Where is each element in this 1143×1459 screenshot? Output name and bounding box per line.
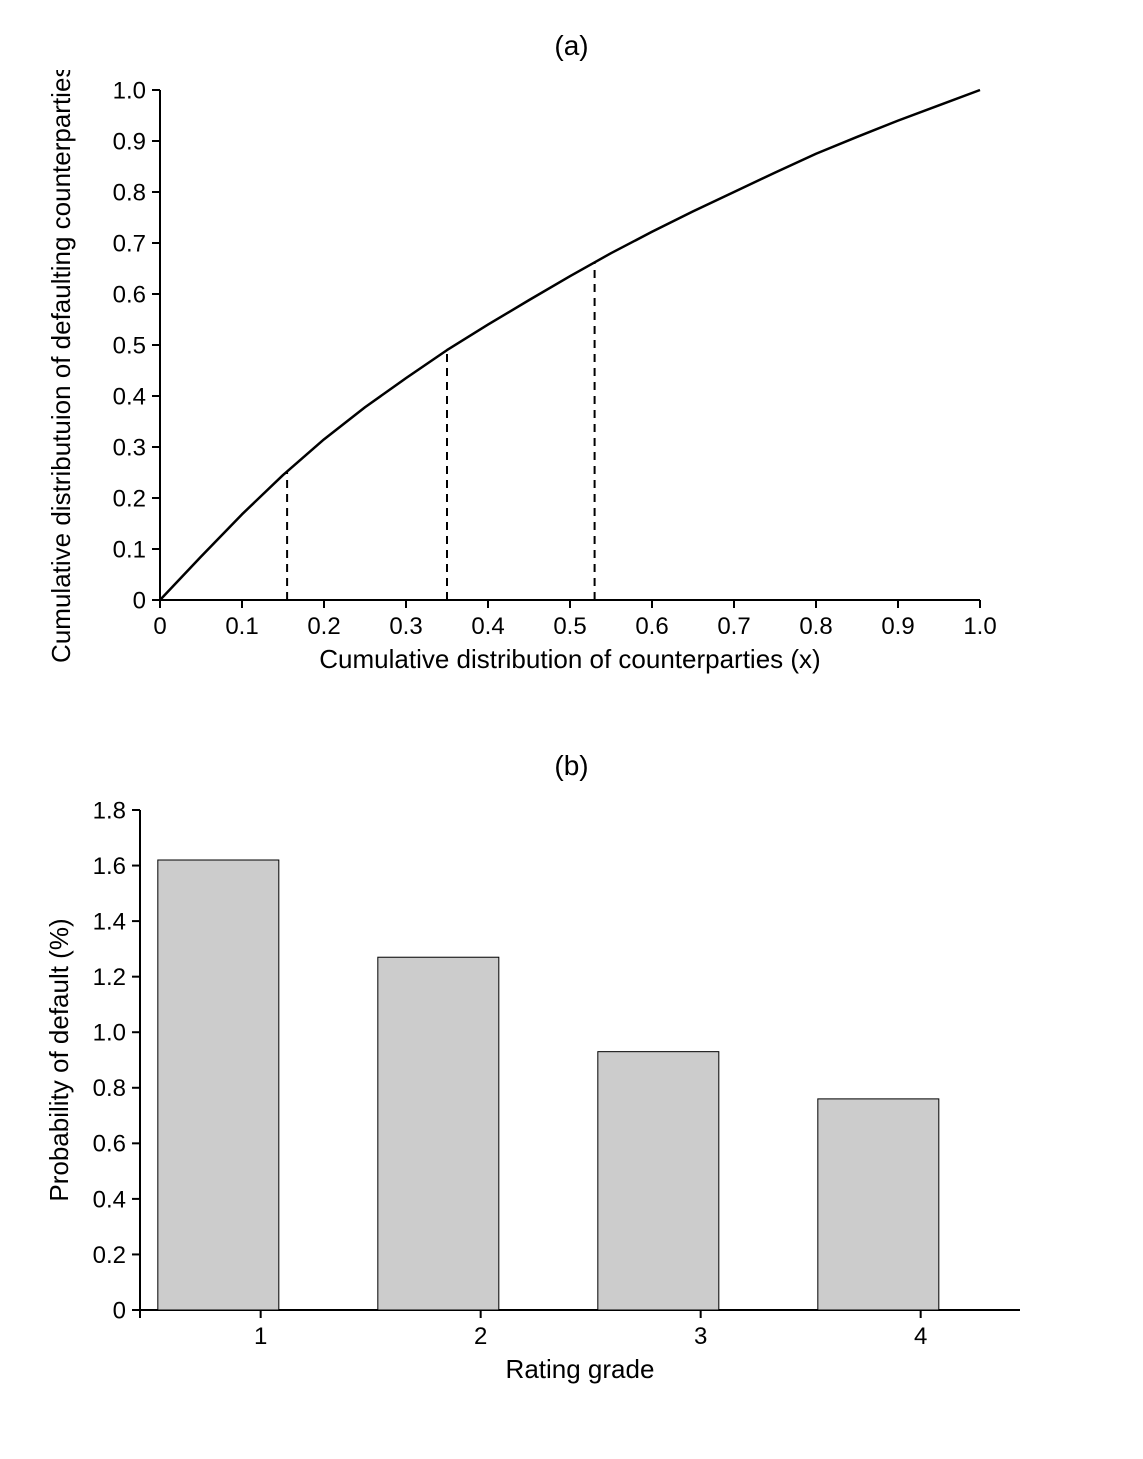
panel-a: (a) 00.10.20.30.40.50.60.70.80.91.000.10… [30, 30, 1113, 690]
svg-text:0.9: 0.9 [881, 613, 914, 640]
svg-text:0: 0 [133, 587, 146, 614]
svg-text:4: 4 [914, 1323, 927, 1350]
svg-text:1.4: 1.4 [93, 909, 126, 936]
svg-text:0.8: 0.8 [93, 1075, 126, 1102]
svg-text:0: 0 [113, 1297, 126, 1324]
panel-a-label: (a) [30, 30, 1113, 62]
svg-text:3: 3 [694, 1323, 707, 1350]
svg-text:0.5: 0.5 [113, 332, 146, 359]
svg-text:1.6: 1.6 [93, 853, 126, 880]
svg-text:0.4: 0.4 [471, 613, 504, 640]
svg-text:1.8: 1.8 [93, 797, 126, 824]
svg-text:0.2: 0.2 [93, 1242, 126, 1269]
line-chart-a: 0 0.1 0.2 0.3 0.4 0.5 0.6 0.7 0.8 0.9 1.0 0 0.1 0.2 0.… [30, 70, 1010, 690]
svg-text:0.1: 0.1 [225, 613, 258, 640]
svg-text:0.8: 0.8 [799, 613, 832, 640]
panel-b-label: (b) [30, 750, 1113, 782]
bar [378, 957, 499, 1310]
svg-text:0.2: 0.2 [113, 485, 146, 512]
figure: (a) 00.10.20.30.40.50.60.70.80.91.000.10… [30, 30, 1113, 1400]
svg-text:0.8: 0.8 [113, 179, 146, 206]
svg-text:0.3: 0.3 [389, 613, 422, 640]
svg-text:1.0: 1.0 [93, 1020, 126, 1047]
svg-text:0: 0 [153, 613, 166, 640]
bar-chart-b: 0 0.2 0.4 0.6 0.8 1.0 1.2 1.4 1.6 1.8 1 2 3 4 Rating g… [30, 790, 1040, 1400]
svg-text:2: 2 [474, 1323, 487, 1350]
y-axis-label: Probability of default (%) [44, 918, 74, 1201]
svg-text:0.9: 0.9 [113, 128, 146, 155]
svg-text:0.4: 0.4 [93, 1186, 126, 1213]
svg-text:0.6: 0.6 [113, 281, 146, 308]
panel-b: (b) 0 0.2 0.4 0.6 0.8 1.0 1.2 1.4 1.6 1.8 1 2 3 4 Rati… [30, 750, 1113, 1400]
svg-text:0.6: 0.6 [635, 613, 668, 640]
x-axis-label: Cumulative distribution of counterpartie… [319, 644, 820, 674]
y-axis-label: Cumulative distributuion of defaulting c… [46, 70, 76, 663]
bar [158, 860, 279, 1310]
svg-text:0.7: 0.7 [113, 230, 146, 257]
svg-text:1.0: 1.0 [113, 77, 146, 104]
svg-text:1.0: 1.0 [963, 613, 996, 640]
svg-text:1: 1 [254, 1323, 267, 1350]
svg-text:0.7: 0.7 [717, 613, 750, 640]
svg-text:0.3: 0.3 [113, 434, 146, 461]
svg-text:0.5: 0.5 [553, 613, 586, 640]
svg-text:0.6: 0.6 [93, 1131, 126, 1158]
svg-text:1.2: 1.2 [93, 964, 126, 991]
bar [818, 1099, 939, 1310]
svg-text:0.2: 0.2 [307, 613, 340, 640]
x-axis-label: Rating grade [506, 1354, 655, 1384]
bar [598, 1052, 719, 1310]
svg-text:0.4: 0.4 [113, 383, 146, 410]
svg-text:0.1: 0.1 [113, 536, 146, 563]
